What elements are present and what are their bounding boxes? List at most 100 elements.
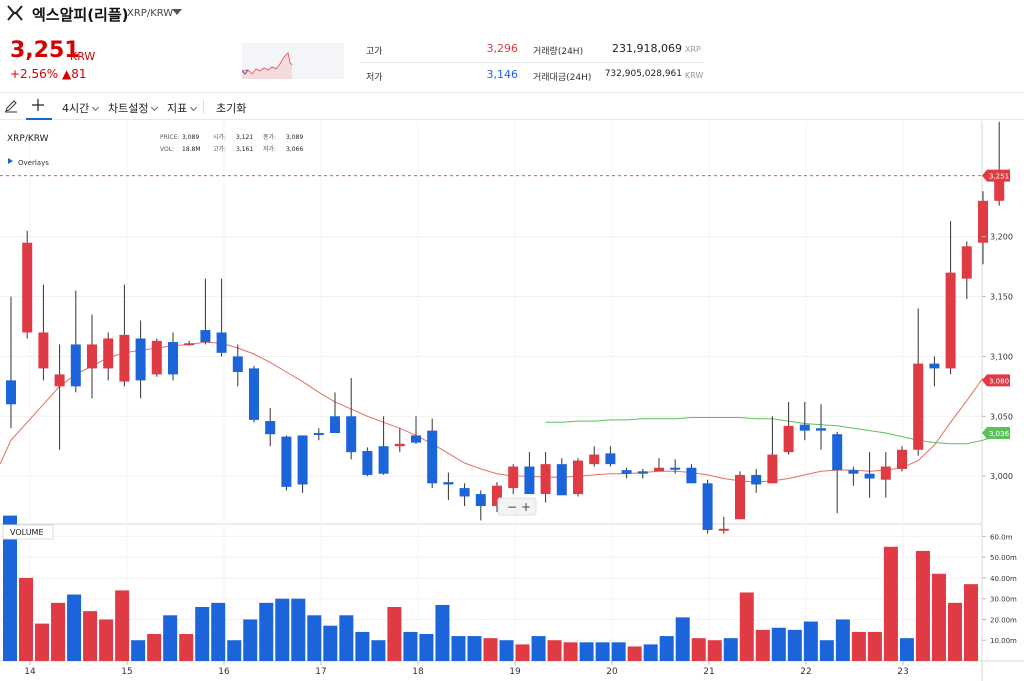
chevron-down-icon [92, 103, 100, 112]
candle-body [87, 344, 97, 369]
volume-bar [147, 634, 162, 661]
volume-tick-label: 10.00m [990, 637, 1017, 645]
triangle-right-icon[interactable] [8, 158, 13, 164]
reset-button[interactable]: 초기화 [216, 102, 247, 115]
price-tick-label: 3,200 [990, 233, 1013, 242]
legend-symbol: XRP/KRW [7, 134, 49, 144]
legend-high: 3,161 [236, 146, 253, 153]
volume-bar [323, 625, 338, 661]
zoom-out-button[interactable]: − [507, 500, 517, 514]
candle-body [427, 430, 438, 484]
time-tick-label: 19 [509, 667, 521, 677]
volume-bar [739, 592, 754, 661]
volume-bar [787, 629, 802, 661]
amount-24h-value: 732,905,028,961 [604, 69, 682, 79]
time-tick-label: 15 [121, 667, 132, 677]
candle-body [799, 424, 810, 431]
volume-bar [371, 640, 386, 661]
volume-bar [515, 644, 530, 661]
candle-body [929, 363, 940, 369]
candle-body [767, 454, 778, 484]
crosshair-icon[interactable] [31, 98, 45, 112]
pencil-icon[interactable] [4, 99, 18, 113]
chart-grid [0, 121, 1024, 681]
volume-bar [499, 640, 514, 661]
chevron-down-icon[interactable] [172, 9, 182, 15]
volume-bar [964, 584, 978, 661]
candle-body [297, 435, 308, 485]
candle-body [459, 488, 470, 497]
volume-bar [99, 619, 114, 661]
time-tick-label: 17 [315, 667, 326, 677]
volume-bar [915, 550, 930, 661]
candle-body [589, 454, 600, 465]
overlays-toggle[interactable]: Overlays [18, 159, 49, 167]
chevron-down-icon [151, 103, 159, 112]
volume-tick-label: 40.00m [990, 575, 1017, 583]
volume-bar [51, 602, 66, 661]
candle-body [524, 466, 535, 495]
candle-body [783, 425, 794, 453]
volume-bar [611, 642, 626, 661]
candle-body [200, 330, 211, 343]
volume-bar [339, 615, 354, 661]
candle-body [443, 482, 454, 485]
candle-body [670, 467, 681, 470]
legend-open: 3,121 [236, 134, 253, 141]
candle-body [151, 340, 162, 375]
candle-body [556, 464, 567, 496]
amount-24h-unit: KRW [685, 71, 704, 80]
legend-vol-label: VOL: [160, 146, 174, 153]
volume-bar [307, 615, 322, 661]
legend-price: 3,089 [182, 134, 199, 141]
volume-bar [899, 638, 914, 661]
top-bar: 엑스알피(리플) XRP/KRW [0, 0, 1024, 26]
volume-bar [227, 640, 242, 661]
price-unit: KRW [70, 50, 96, 63]
volume-bar [579, 642, 594, 661]
volume-bar [163, 615, 178, 661]
candle-body [362, 450, 373, 475]
candle-body [637, 471, 648, 474]
candle-body [411, 435, 421, 443]
mini-sparkline [242, 43, 344, 79]
candle-body [880, 466, 891, 480]
candles [6, 121, 1005, 534]
price-tag-badge [982, 374, 1010, 387]
volume-tick-label: 30.00m [990, 596, 1017, 604]
time-tick-label: 23 [897, 667, 908, 677]
price-tag-label: 3,251 [989, 173, 1009, 181]
price-tag-badge [982, 169, 1010, 182]
volume-24h-unit: XRP [685, 45, 701, 54]
volume-bar [563, 642, 578, 661]
candle-body [832, 434, 843, 471]
zoom-in-button[interactable]: + [521, 500, 531, 514]
candle-body [54, 374, 65, 387]
candle-body [913, 363, 924, 450]
volume-bar [931, 573, 946, 661]
interval-dropdown[interactable]: 4시간 [62, 100, 100, 116]
volume-bar [595, 642, 610, 661]
chart-settings-dropdown[interactable]: 차트설정 [108, 100, 159, 116]
volume-bar [275, 598, 290, 661]
volume-bar [867, 631, 882, 661]
volume-bar [35, 623, 50, 661]
candle-body [394, 443, 405, 447]
candle-body [216, 332, 227, 353]
candle-body [22, 242, 33, 333]
candlestick-chart[interactable]: 3,000 3,050 3,100 3,150 3,200 10.00m 20.00m 30… [0, 121, 1024, 681]
legend-close: 3,089 [286, 134, 303, 141]
legend-high-label: 고가: [213, 145, 226, 153]
volume-bar [531, 636, 546, 661]
candle-body [816, 428, 826, 431]
candle-body [475, 494, 486, 507]
volume-24h-label: 거래량(24H) [533, 47, 584, 57]
candle-body [265, 421, 276, 435]
volume-bar [691, 638, 706, 661]
legend-open-label: 시가: [213, 133, 226, 141]
indicator-dropdown[interactable]: 지표 [167, 100, 198, 116]
volume-axis: 10.00m 20.00m 30.00m 40.00m 50.00m 60.0m [982, 533, 1017, 645]
volume-bar [83, 611, 98, 661]
volume-bar [675, 617, 690, 661]
price-tag-label: 3,036 [989, 430, 1010, 438]
